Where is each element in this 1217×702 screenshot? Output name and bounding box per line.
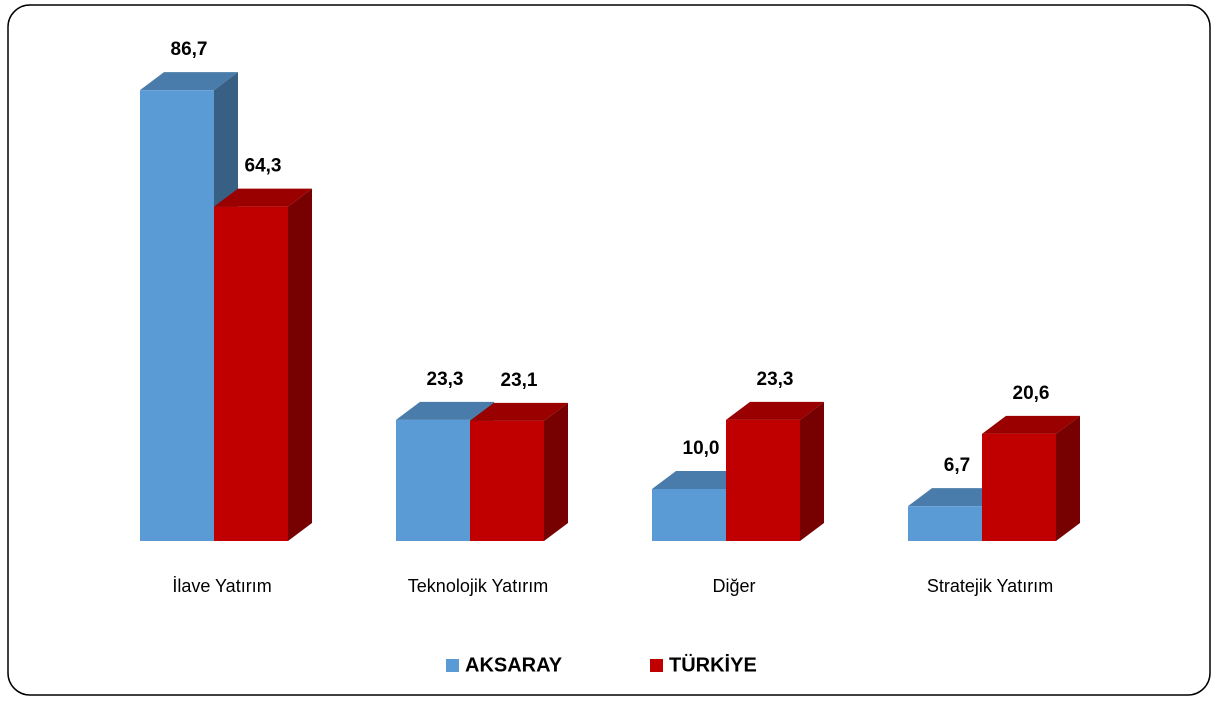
bar: [396, 419, 470, 541]
value-label: 10,0: [683, 438, 720, 459]
bar: [982, 433, 1056, 541]
bar-top: [214, 188, 312, 207]
bar-top: [140, 72, 238, 91]
bar-top: [908, 488, 1006, 507]
bar: [214, 206, 288, 541]
value-label: 64,3: [245, 156, 282, 177]
value-label: 23,1: [501, 370, 538, 391]
bar-side: [288, 188, 312, 541]
bar: [908, 506, 982, 541]
legend-label: TÜRKİYE: [669, 653, 757, 676]
bar-side: [800, 401, 824, 541]
x-tick-label: Teknolojik Yatırım: [408, 576, 548, 596]
x-tick-label: İlave Yatırım: [172, 576, 271, 596]
value-label: 23,3: [757, 369, 794, 390]
x-tick-label: Stratejik Yatırım: [927, 576, 1053, 596]
legend-swatch: [446, 659, 459, 672]
value-label: 6,7: [944, 455, 970, 476]
bar: [726, 419, 800, 541]
bar-top: [396, 401, 494, 420]
legend-swatch: [650, 659, 663, 672]
bar-side: [544, 402, 568, 541]
bar-top: [470, 402, 568, 421]
bar: [140, 90, 214, 541]
bar: [652, 489, 726, 541]
value-label: 20,6: [1013, 383, 1050, 404]
bar-top: [726, 401, 824, 420]
value-label: 86,7: [171, 39, 208, 60]
bar-side: [1056, 415, 1080, 541]
value-label: 23,3: [427, 369, 464, 390]
legend-label: AKSARAY: [465, 654, 563, 676]
bar-top: [652, 471, 750, 489]
bar: [470, 420, 544, 541]
bar-top: [982, 415, 1080, 434]
x-tick-label: Diğer: [712, 576, 755, 596]
